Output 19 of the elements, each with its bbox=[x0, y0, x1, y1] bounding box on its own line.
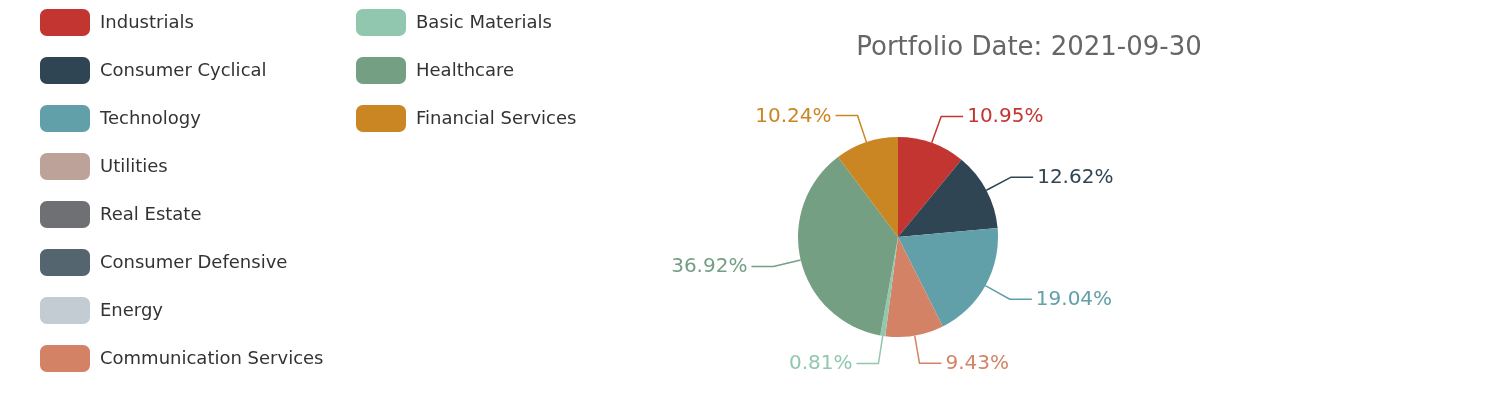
text: Portfolio Date: 2021-09-30 bbox=[856, 31, 1202, 61]
legend-label: Technology bbox=[99, 106, 202, 128]
legend-label: Consumer Cyclical bbox=[100, 58, 267, 80]
data-label: 10.24% bbox=[755, 102, 832, 127]
data-label: 36.92% bbox=[671, 253, 748, 278]
data-label: 9.43% bbox=[945, 350, 1009, 375]
legend-label: Financial Services bbox=[416, 106, 577, 128]
legend-label: Utilities bbox=[100, 154, 168, 176]
legend-label: Communication Services bbox=[100, 346, 324, 368]
data-label: 10.95% bbox=[967, 103, 1044, 128]
legend-label: Energy bbox=[100, 298, 164, 320]
data-label: 19.04% bbox=[1035, 286, 1113, 311]
legend-label: Real Estate bbox=[100, 202, 202, 224]
legend-label: Basic Materials bbox=[416, 10, 552, 32]
data-label: 12.62% bbox=[1037, 164, 1114, 189]
data-label: 0.81% bbox=[788, 350, 853, 375]
legend-label: Consumer Defensive bbox=[100, 250, 288, 272]
legend-label: Healthcare bbox=[416, 58, 515, 80]
legend-label: Industrials bbox=[100, 10, 194, 32]
